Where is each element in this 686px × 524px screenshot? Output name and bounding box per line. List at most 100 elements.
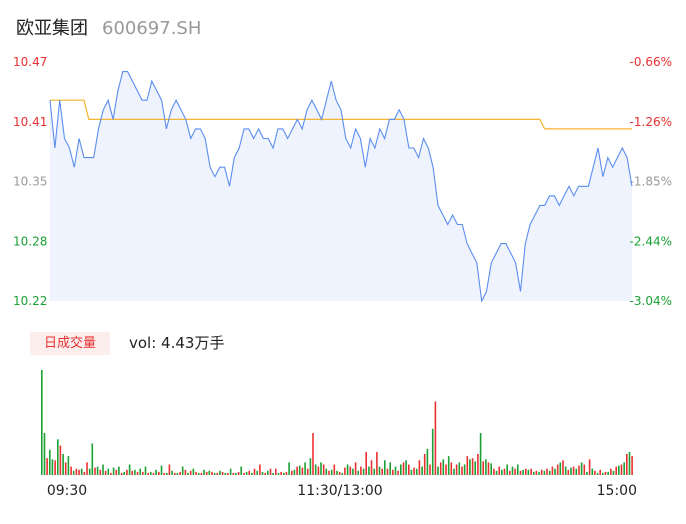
volume-bar (237, 471, 240, 475)
volume-bar (556, 464, 559, 475)
volume-bar (314, 464, 317, 475)
volume-bar (126, 469, 128, 476)
volume-bar (352, 468, 354, 475)
volume-bar (235, 472, 237, 475)
volume-bar (626, 454, 628, 475)
volume-label: vol: 4.43万手 (129, 334, 225, 352)
volume-badge[interactable]: 日成交量 (30, 332, 110, 355)
volume-bar (525, 468, 527, 475)
volume-bar (333, 464, 336, 475)
volume-bar (445, 464, 447, 475)
volume-bar (219, 470, 221, 475)
volume-bar (49, 449, 51, 475)
volume-bar (612, 470, 615, 475)
volume-bar (306, 468, 309, 475)
volume-bar (594, 470, 596, 475)
volume-bar (123, 471, 125, 475)
y-tick-left: 10.41 (13, 115, 47, 129)
volume-bar (421, 466, 423, 475)
volume-bar (120, 472, 123, 475)
y-tick-right: -2.44% (630, 234, 672, 248)
volume-bar (43, 433, 46, 475)
volume-bar (112, 467, 115, 475)
volume-bar (429, 464, 431, 475)
volume-bar (57, 439, 59, 475)
volume-bar (482, 461, 484, 476)
volume-bar (277, 472, 280, 475)
volume-bar (479, 433, 482, 475)
volume-bar (174, 472, 176, 475)
volume-bar (261, 471, 264, 475)
volume-bar (439, 462, 442, 475)
volume-bar (620, 464, 623, 475)
volume-bar (628, 451, 631, 475)
volume-bar (232, 472, 235, 475)
volume-bar (54, 460, 56, 475)
y-tick-right: -3.04% (630, 294, 672, 308)
volume-bar (336, 470, 338, 475)
volume-bar (213, 472, 216, 475)
volume-bar (373, 468, 375, 475)
volume-bar (293, 469, 296, 476)
volume-bar (94, 467, 96, 475)
volume-bar (540, 469, 543, 476)
volume-bar (618, 465, 620, 475)
volume-bar (551, 466, 554, 475)
volume-bar (110, 472, 112, 475)
volume-bar (41, 370, 43, 475)
volume-bar (312, 433, 314, 475)
volume-bar (360, 466, 362, 475)
volume-bar (118, 466, 120, 475)
stock-name: 欧亚集团 (16, 18, 88, 39)
volume-bar (471, 458, 474, 475)
volume-bar (195, 471, 197, 475)
x-tick: 15:00 (597, 483, 637, 499)
volume-bar (197, 472, 200, 475)
volume-bar (291, 470, 293, 475)
volume-bar (493, 468, 495, 475)
volume-bar (535, 470, 538, 475)
volume-bar (309, 458, 312, 475)
volume-bar (163, 472, 165, 475)
volume-bar (283, 472, 285, 475)
volume-bar (354, 462, 357, 475)
volume-bar (160, 465, 163, 475)
volume-bar (267, 470, 269, 475)
volume-bar (325, 468, 328, 475)
volume-bar (243, 472, 245, 475)
volume-bar (415, 468, 418, 475)
volume-bar (463, 464, 466, 475)
volume-bar (604, 471, 607, 475)
volume-bar (131, 470, 133, 475)
volume-bar (115, 469, 118, 476)
volume-bar (253, 468, 256, 475)
volume-bar (224, 472, 227, 475)
volume-bar (208, 470, 211, 475)
volume-bar (96, 466, 99, 475)
volume-bar (410, 469, 413, 476)
volume-bar (139, 468, 141, 475)
volume-bar (240, 466, 242, 475)
volume-bar (522, 469, 524, 476)
volume-bar (413, 467, 415, 475)
volume-bar (437, 466, 439, 475)
volume-bar (386, 468, 389, 475)
volume-bar (615, 466, 617, 475)
volume-bar (631, 456, 633, 475)
volume-bar (461, 466, 463, 475)
volume-bar (501, 469, 503, 476)
volume-bar (588, 459, 591, 476)
volume-bar (317, 466, 320, 475)
volume-bar (166, 472, 168, 475)
volume-bar (301, 467, 304, 475)
volume-bar (272, 472, 274, 475)
volume-bar (251, 472, 253, 475)
price-area (50, 71, 632, 301)
volume-bar (59, 445, 62, 475)
volume-bar (184, 469, 187, 476)
volume-bar (320, 462, 322, 475)
volume-bar (128, 464, 131, 475)
volume-bar (70, 466, 72, 475)
volume-bar (227, 472, 229, 475)
volume-bar (466, 456, 469, 475)
